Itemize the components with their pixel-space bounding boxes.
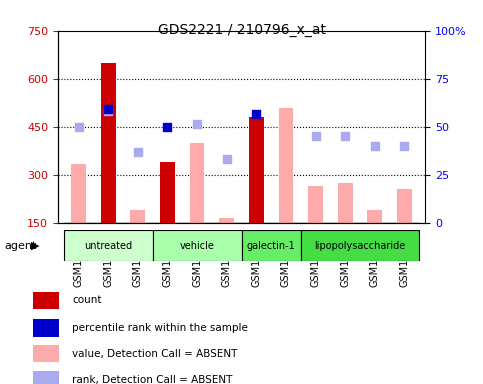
Bar [101,63,116,223]
Bar [160,162,175,223]
Bar [190,143,204,223]
Text: lipopolysaccharide: lipopolysaccharide [314,241,406,251]
Point [104,108,112,114]
Text: agent: agent [5,241,37,251]
Point [104,106,112,112]
Text: GDS2221 / 210796_x_at: GDS2221 / 210796_x_at [157,23,326,37]
Bar [33,291,59,309]
Bar [130,210,145,223]
Text: ▶: ▶ [31,241,40,251]
Bar [33,319,59,337]
Point [312,133,319,139]
Bar [301,230,419,261]
Text: rank, Detection Call = ABSENT: rank, Detection Call = ABSENT [72,375,232,384]
Point [253,111,260,117]
Bar [338,183,353,223]
Text: vehicle: vehicle [180,241,214,251]
Bar [71,164,86,223]
Point [164,124,171,130]
Point [223,156,230,162]
Bar [242,230,301,261]
Text: galectin-1: galectin-1 [247,241,296,251]
Bar [33,345,59,362]
Bar [249,117,264,223]
Text: untreated: untreated [84,241,132,251]
Point [193,121,201,127]
Bar [64,230,153,261]
Bar [367,210,382,223]
Text: value, Detection Call = ABSENT: value, Detection Call = ABSENT [72,349,237,359]
Bar [219,218,234,223]
Bar [153,230,242,261]
Point [341,133,349,139]
Bar [33,371,59,384]
Bar [308,186,323,223]
Bar [397,189,412,223]
Bar [279,108,293,223]
Point [75,124,83,130]
Text: percentile rank within the sample: percentile rank within the sample [72,323,248,333]
Point [134,149,142,156]
Text: count: count [72,295,101,305]
Point [400,143,408,149]
Point [371,143,379,149]
